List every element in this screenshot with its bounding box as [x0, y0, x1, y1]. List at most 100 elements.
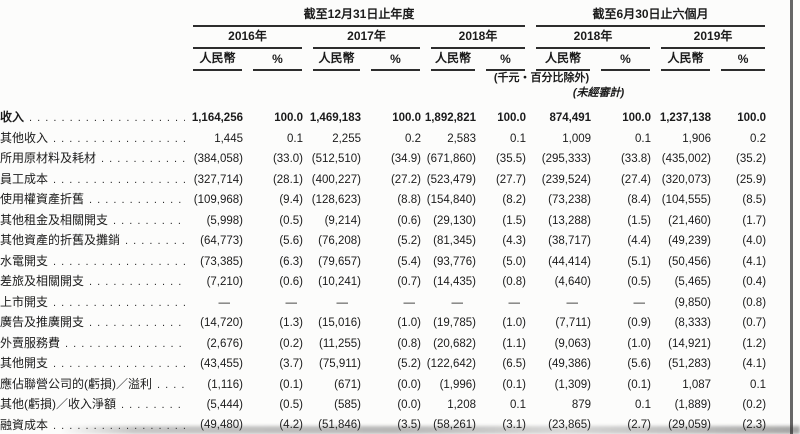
table-cell: —: [451, 296, 464, 309]
spacer-cell: [593, 71, 768, 86]
table-cell: 1,208: [447, 399, 476, 411]
table-cell: (5.6): [627, 358, 652, 370]
table-cell: (1,889): [674, 399, 712, 411]
table-cell: (2.3): [713, 416, 768, 434]
table-cell: 0.1: [750, 378, 767, 391]
spacer-cell: [0, 86, 528, 101]
table-cell: (435,002): [661, 153, 712, 165]
table-cell: (5,998): [206, 214, 243, 227]
table-cell: 874,491: [549, 112, 592, 124]
table-cell: (0.8): [502, 276, 527, 288]
table-cell: (5.2): [397, 235, 421, 247]
leader-dots: . . . . . . . . . . . . . . . . . . . . …: [53, 358, 185, 370]
table-row: 水電開支. . . . . . . . . . . . . . . . . . …: [0, 252, 768, 273]
table-cell: (1.5): [502, 214, 527, 227]
table-cell: (14,921): [668, 337, 712, 350]
year-header-2018-interim: 2018年: [528, 27, 653, 49]
table-cell: 1,164,256: [191, 112, 243, 124]
table-cell: (384,058): [193, 153, 243, 165]
table-cell: (4,640): [554, 276, 592, 288]
row-label: 所用原材料及耗材. . . . . . . . . . . . . . . . …: [0, 149, 185, 170]
row-label: 員工成本. . . . . . . . . . . . . . . . . . …: [0, 170, 185, 191]
spacer-row: [0, 101, 768, 108]
table-cell: 0.1: [635, 399, 652, 411]
currency-header: 人民幣: [653, 49, 713, 71]
table-cell: (5.0): [502, 255, 527, 268]
table-cell: (0.4): [742, 276, 767, 288]
table-cell: (35.5): [495, 153, 527, 165]
leader-dots: . . . . . . . . . . . . . . . . . . . . …: [113, 214, 185, 227]
table-cell: (23,865): [528, 416, 593, 434]
spacer-cell: [653, 86, 768, 101]
row-label: 其他收入. . . . . . . . . . . . . . . . . . …: [0, 129, 185, 150]
table-cell: (9.4): [279, 194, 303, 206]
table-cell: (5,465): [674, 276, 712, 288]
table-row: 收入. . . . . . . . . . . . . . . . . . . …: [0, 108, 768, 129]
table-cell: (44,414): [548, 255, 592, 268]
table-cell: (0.5): [627, 276, 652, 288]
table-cell: (0.5): [279, 214, 303, 227]
table-cell: (1,996): [439, 378, 476, 391]
table-row: 外賣服務費. . . . . . . . . . . . . . . . . .…: [0, 334, 768, 355]
table-cell: (49,386): [548, 358, 592, 370]
table-cell: (512,510): [311, 153, 361, 165]
table-cell: 2,255: [332, 132, 361, 145]
table-cell: (3.1): [478, 416, 528, 434]
table-cell: (1.3): [279, 317, 303, 329]
table-cell: (1.7): [742, 214, 767, 227]
table-cell: (73,385): [200, 255, 243, 268]
table-cell: (8,333): [674, 317, 712, 329]
table-cell: (327,714): [193, 173, 243, 186]
unaudited-note: (未經審計): [572, 87, 625, 99]
table-cell: (1,116): [207, 378, 243, 391]
currency-header: 人民幣: [185, 49, 245, 71]
leader-dots: . . . . . . . . . . . . . . . . . . . . …: [53, 419, 185, 432]
percent-header: %: [363, 49, 423, 71]
currency-header: 人民幣: [423, 49, 478, 71]
table-cell: 0.2: [750, 132, 767, 145]
table-cell: (8.5): [742, 194, 767, 206]
table-cell: (0.1): [279, 378, 303, 391]
leader-dots: . . . . . . . . . . . . . . . . . . . . …: [89, 276, 185, 288]
row-label: 融資成本. . . . . . . . . . . . . . . . . . …: [0, 416, 185, 434]
table-cell: (1.0): [627, 337, 652, 350]
row-label: 使用權資產折舊. . . . . . . . . . . . . . . . .…: [0, 190, 185, 211]
table-cell: (0.1): [502, 378, 527, 391]
units-note: (千元‧百分比除外): [493, 72, 590, 84]
unaudited-note-row: (未經審計): [0, 86, 768, 101]
table-cell: (14,720): [200, 317, 243, 329]
table-cell: (93,776): [433, 255, 476, 268]
table-cell: (49,480): [185, 416, 245, 434]
table-cell: (0.6): [397, 214, 421, 227]
period-group-annual: 截至12月31日止年度: [185, 5, 528, 27]
table-cell: 100.0: [497, 112, 527, 124]
table-cell: (33.0): [272, 153, 303, 165]
table-cell: (14,435): [433, 276, 476, 288]
table-cell: (0.1): [627, 378, 652, 391]
table-cell: (671): [334, 378, 361, 391]
table-cell: (51,283): [668, 358, 712, 370]
table-cell: (585): [334, 399, 361, 411]
table-cell: 1,087: [682, 378, 712, 391]
year-header-2019-interim: 2019年: [653, 27, 768, 49]
table-cell: (76,208): [318, 235, 361, 247]
table-cell: 100.0: [737, 112, 767, 124]
table-cell: (7,210): [206, 276, 243, 288]
table-cell: (50,456): [668, 255, 712, 268]
table-cell: (671,860): [426, 153, 476, 165]
table-cell: (51,846): [305, 416, 363, 434]
row-label: 差旅及相關開支. . . . . . . . . . . . . . . . .…: [0, 272, 185, 293]
leader-dots: . . . . . . . . . . . . . . . . . . . . …: [157, 378, 185, 391]
table-cell: (7,711): [555, 317, 592, 329]
table-cell: (1.0): [397, 317, 421, 329]
row-label: 上市開支. . . . . . . . . . . . . . . . . . …: [0, 293, 185, 314]
table-cell: (122,642): [426, 358, 476, 370]
table-row: 使用權資產折舊. . . . . . . . . . . . . . . . .…: [0, 190, 768, 211]
table-cell: 0.1: [287, 132, 303, 145]
period-group-interim: 截至6月30日止六個月: [528, 5, 768, 27]
leader-dots: . . . . . . . . . . . . . . . . . . . . …: [121, 399, 185, 411]
table-row: 應佔聯營公司的(虧損)／溢利. . . . . . . . . . . . . …: [0, 375, 768, 396]
table-cell: (11,255): [319, 337, 361, 350]
table-cell: (0.6): [279, 276, 303, 288]
leader-dots: . . . . . . . . . . . . . . . . . . . . …: [53, 132, 185, 145]
